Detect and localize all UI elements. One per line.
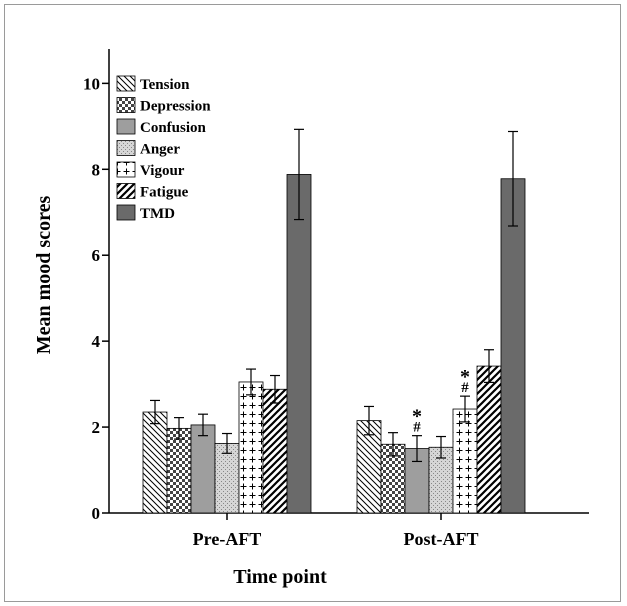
- x-axis-label: Time point: [233, 566, 327, 588]
- legend-swatch-tension: [116, 75, 136, 92]
- bar-confusion-pre-aft: [190, 424, 216, 514]
- y-tick-label: 0: [92, 504, 101, 523]
- legend-label-tmd: TMD: [140, 206, 175, 222]
- legend-label-tension: Tension: [140, 77, 190, 93]
- legend-swatch-anger: [116, 140, 136, 156]
- legend-label-vigour: Vigour: [140, 163, 185, 179]
- y-tick-label: 6: [92, 246, 101, 265]
- significance-marker: *: [460, 366, 470, 388]
- legend-label-anger: Anger: [140, 142, 180, 158]
- legend-label-depression: Depression: [140, 99, 211, 115]
- y-axis-label: Mean mood scores: [33, 196, 55, 355]
- x-tick-group: Pre-AFT Post-AFT: [193, 513, 479, 549]
- bar-tmd-post-aft: [500, 178, 526, 514]
- chart-frame: 0 2 4 6 8 10 Pre-AFT Post-AFT * # * # Tension Depr…: [4, 4, 621, 602]
- annotation-group: *#*#: [412, 366, 470, 436]
- y-tick-label: 10: [83, 74, 100, 93]
- bar-tmd-pre-aft: [286, 174, 312, 514]
- legend-swatch-fatigue: [116, 183, 136, 199]
- y-tick-label: 8: [92, 160, 101, 179]
- bar-tension-pre-aft: [142, 411, 168, 514]
- legend-swatch-confusion: [116, 118, 136, 135]
- legend-swatch-depression: [116, 97, 136, 113]
- error-bar-group: [150, 128, 518, 463]
- legend: Tension Depression Confusion Anger Vigour Fat…: [116, 75, 211, 222]
- significance-marker: #: [461, 380, 469, 396]
- bar-depression-pre-aft: [166, 427, 192, 514]
- bar-fatigue-pre-aft: [262, 388, 288, 514]
- bar-vigour-post-aft: [452, 408, 478, 514]
- bar-depression-post-aft: [380, 443, 406, 514]
- bar-fatigue-post-aft: [476, 365, 502, 514]
- bar-tension-post-aft: [356, 420, 382, 514]
- legend-swatch-vigour: [116, 161, 136, 178]
- x-tick-label: Post-AFT: [404, 529, 479, 549]
- x-tick-label: Pre-AFT: [193, 529, 262, 549]
- bar-vigour-pre-aft: [238, 381, 264, 514]
- bar-group: [142, 174, 526, 514]
- legend-swatch-tmd: [116, 204, 136, 221]
- legend-label-confusion: Confusion: [140, 120, 207, 136]
- y-tick-label: 2: [92, 418, 101, 437]
- y-tick-label: 4: [92, 332, 101, 351]
- significance-marker: *: [412, 406, 422, 428]
- significance-marker: #: [413, 420, 421, 436]
- legend-label-fatigue: Fatigue: [140, 185, 189, 201]
- y-tick-group: 0 2 4 6 8 10: [83, 74, 109, 523]
